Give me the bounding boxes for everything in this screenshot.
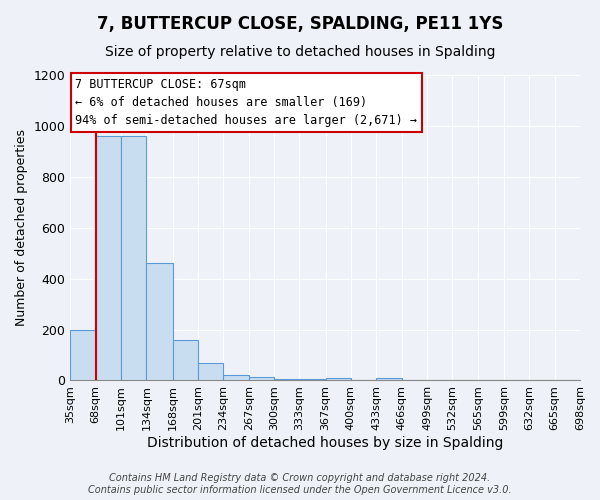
Bar	[121, 136, 146, 380]
Text: 7 BUTTERCUP CLOSE: 67sqm
← 6% of detached houses are smaller (169)
94% of semi-d: 7 BUTTERCUP CLOSE: 67sqm ← 6% of detache…	[76, 78, 418, 127]
Text: Contains HM Land Registry data © Crown copyright and database right 2024.
Contai: Contains HM Land Registry data © Crown c…	[88, 474, 512, 495]
Bar	[274, 379, 299, 380]
Bar	[223, 376, 248, 380]
Y-axis label: Number of detached properties: Number of detached properties	[15, 129, 28, 326]
Bar	[70, 330, 95, 380]
Text: Size of property relative to detached houses in Spalding: Size of property relative to detached ho…	[105, 45, 495, 59]
Text: 7, BUTTERCUP CLOSE, SPALDING, PE11 1YS: 7, BUTTERCUP CLOSE, SPALDING, PE11 1YS	[97, 15, 503, 33]
Bar	[376, 378, 401, 380]
Bar	[198, 362, 223, 380]
Bar	[173, 340, 198, 380]
Bar	[299, 379, 326, 380]
Bar	[248, 376, 274, 380]
Bar	[146, 264, 173, 380]
X-axis label: Distribution of detached houses by size in Spalding: Distribution of detached houses by size …	[147, 436, 503, 450]
Bar	[95, 136, 121, 380]
Bar	[326, 378, 351, 380]
